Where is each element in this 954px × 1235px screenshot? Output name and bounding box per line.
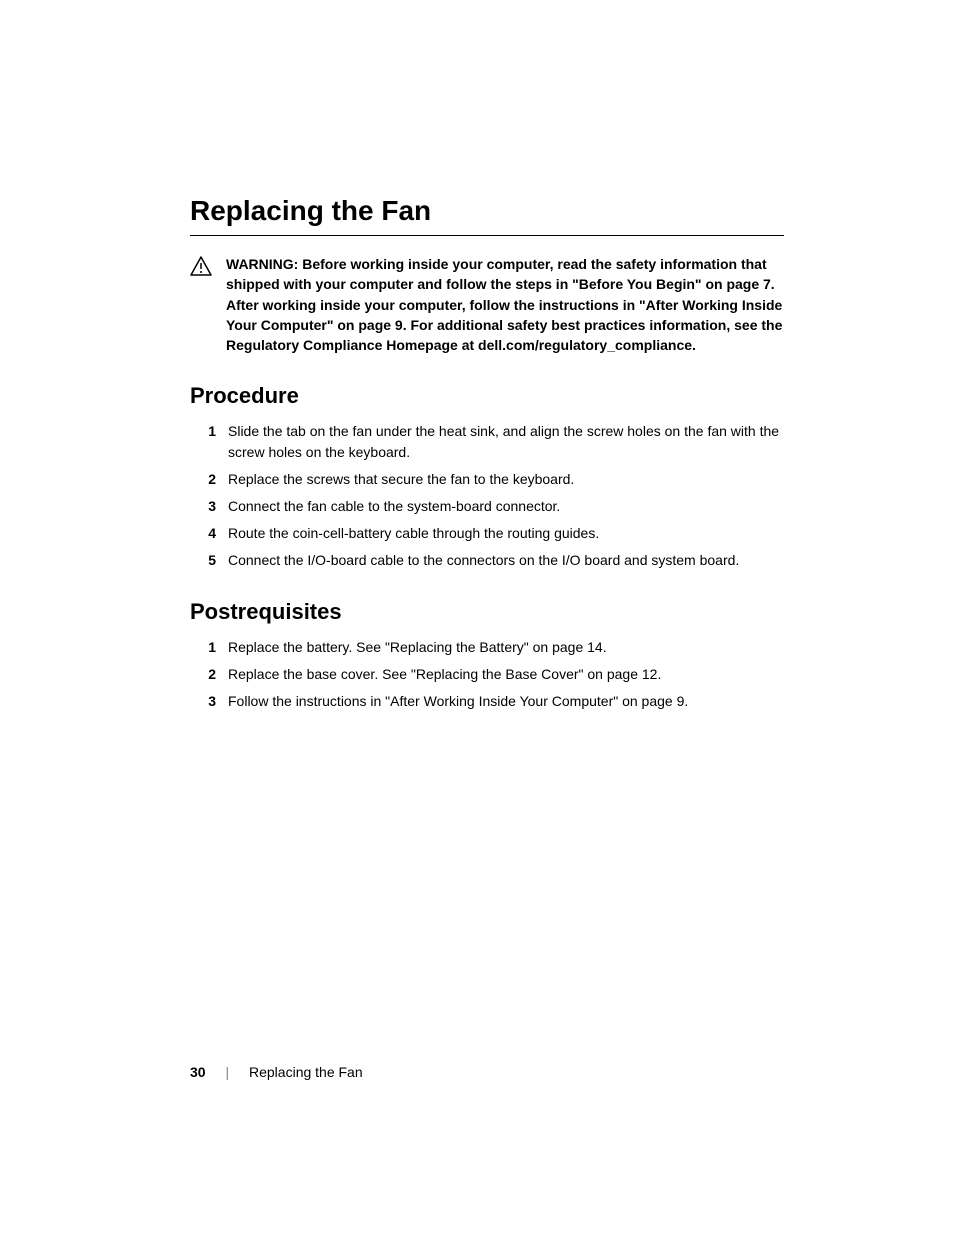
list-item: 3 Follow the instructions in "After Work… xyxy=(190,691,784,712)
step-number: 5 xyxy=(190,550,216,571)
procedure-list: 1 Slide the tab on the fan under the hea… xyxy=(190,421,784,571)
footer-separator: | xyxy=(225,1064,229,1080)
step-text: Slide the tab on the fan under the heat … xyxy=(228,421,784,463)
footer-title: Replacing the Fan xyxy=(249,1064,363,1080)
page-title: Replacing the Fan xyxy=(190,195,784,236)
step-number: 2 xyxy=(190,469,216,490)
list-item: 3 Connect the fan cable to the system-bo… xyxy=(190,496,784,517)
list-item: 2 Replace the base cover. See "Replacing… xyxy=(190,664,784,685)
document-page: Replacing the Fan WARNING: Before workin… xyxy=(0,0,954,712)
footer-page-number: 30 xyxy=(190,1064,206,1080)
step-text: Connect the fan cable to the system-boar… xyxy=(228,496,784,517)
list-item: 5 Connect the I/O-board cable to the con… xyxy=(190,550,784,571)
warning-icon xyxy=(190,256,212,281)
step-number: 1 xyxy=(190,637,216,658)
section-title-postrequisites: Postrequisites xyxy=(190,599,784,625)
list-item: 4 Route the coin-cell-battery cable thro… xyxy=(190,523,784,544)
step-number: 4 xyxy=(190,523,216,544)
warning-text: WARNING: Before working inside your comp… xyxy=(226,254,784,355)
step-number: 1 xyxy=(190,421,216,442)
list-item: 2 Replace the screws that secure the fan… xyxy=(190,469,784,490)
warning-label: WARNING: xyxy=(226,256,298,272)
step-text: Replace the battery. See "Replacing the … xyxy=(228,637,784,658)
section-title-procedure: Procedure xyxy=(190,383,784,409)
step-number: 3 xyxy=(190,691,216,712)
step-text: Connect the I/O-board cable to the conne… xyxy=(228,550,784,571)
postrequisites-list: 1 Replace the battery. See "Replacing th… xyxy=(190,637,784,712)
warning-block: WARNING: Before working inside your comp… xyxy=(190,254,784,355)
step-number: 3 xyxy=(190,496,216,517)
step-text: Follow the instructions in "After Workin… xyxy=(228,691,784,712)
list-item: 1 Slide the tab on the fan under the hea… xyxy=(190,421,784,463)
warning-body: Before working inside your computer, rea… xyxy=(226,256,782,353)
step-text: Route the coin-cell-battery cable throug… xyxy=(228,523,784,544)
list-item: 1 Replace the battery. See "Replacing th… xyxy=(190,637,784,658)
step-number: 2 xyxy=(190,664,216,685)
page-footer: 30 | Replacing the Fan xyxy=(190,1064,363,1080)
step-text: Replace the screws that secure the fan t… xyxy=(228,469,784,490)
step-text: Replace the base cover. See "Replacing t… xyxy=(228,664,784,685)
